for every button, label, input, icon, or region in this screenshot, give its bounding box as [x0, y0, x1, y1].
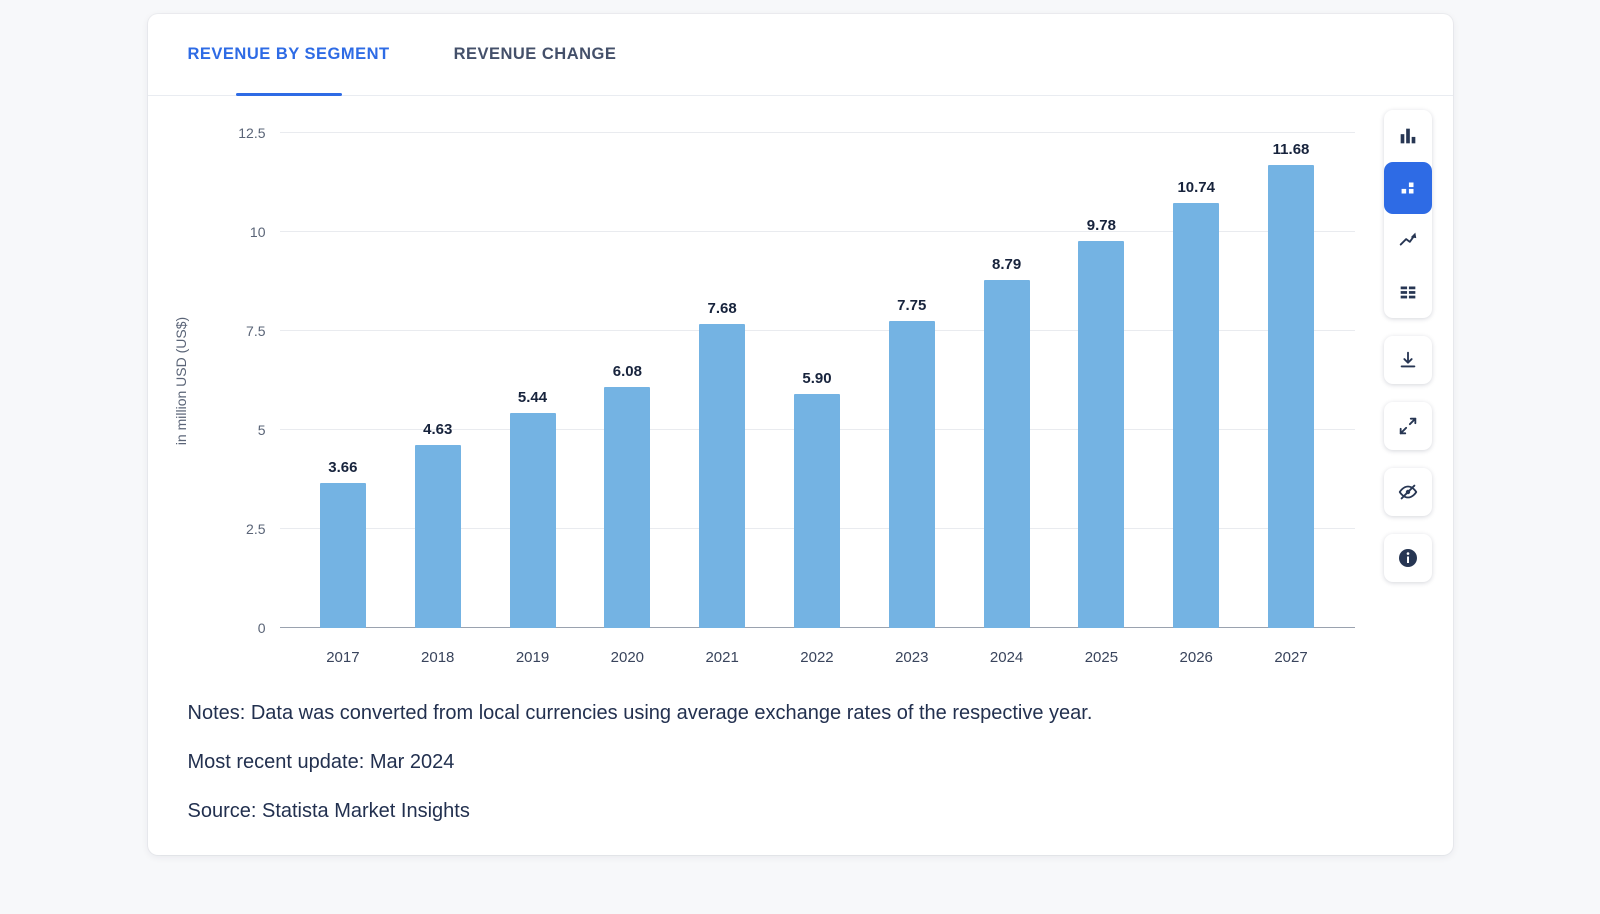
- ytick-label: 5: [257, 422, 266, 438]
- bar[interactable]: [319, 483, 366, 628]
- bar-column: 9.78 2025: [1054, 217, 1149, 666]
- download-icon: [1397, 349, 1419, 371]
- chart-type-group: [1383, 110, 1432, 318]
- ytick-label: 12.5: [238, 125, 266, 141]
- x-tick-label: 2019: [515, 649, 550, 666]
- fullscreen-icon: [1397, 415, 1419, 437]
- chart-card: REVENUE BY SEGMENT REVENUE CHANGE in mil…: [147, 14, 1453, 855]
- ytick-label: 10: [249, 224, 266, 240]
- bar-column: 5.44 2019: [485, 389, 580, 666]
- table-view-button[interactable]: [1384, 266, 1432, 318]
- bar[interactable]: [793, 394, 840, 628]
- tab-revenue-change[interactable]: REVENUE CHANGE: [454, 14, 617, 95]
- gridline: [279, 132, 1355, 133]
- fullscreen-button[interactable]: [1383, 402, 1432, 450]
- info-icon: [1396, 546, 1420, 570]
- download-button[interactable]: [1383, 336, 1432, 384]
- segmented-chart-button[interactable]: [1383, 162, 1432, 214]
- table-view-icon: [1397, 281, 1419, 303]
- bar-column: 8.79 2024: [959, 256, 1054, 666]
- x-tick-label: 2018: [421, 649, 455, 666]
- bar-value-label: 5.44: [517, 389, 548, 406]
- ytick-label: 0: [257, 620, 266, 636]
- bar[interactable]: [604, 387, 651, 628]
- bar-column: 11.68 2027: [1244, 141, 1339, 666]
- hide-labels-button[interactable]: [1383, 468, 1432, 516]
- column-chart-button[interactable]: [1384, 110, 1432, 162]
- bar-value-label: 4.63: [423, 421, 453, 438]
- bar-value-label: 6.08: [612, 363, 642, 380]
- bar-value-label: 9.78: [1086, 217, 1116, 234]
- tab-label: REVENUE CHANGE: [453, 45, 617, 63]
- chart-plot: in million USD (US$) 0 2.5 5 7.5 10 12.5 3.66…: [174, 125, 1355, 666]
- x-tick-label: 2022: [800, 649, 834, 666]
- gridline: [279, 231, 1355, 232]
- column-chart-icon: [1397, 125, 1419, 147]
- bar[interactable]: [1268, 165, 1315, 628]
- line-chart-button[interactable]: [1384, 214, 1432, 266]
- x-tick-label: 2027: [1274, 649, 1308, 666]
- bars: 3.66 2017 4.63 2018 5.44 2019 6.08 2020 7.68 2021…: [280, 133, 1355, 666]
- x-tick-label: 2021: [705, 649, 739, 666]
- tab-label: REVENUE BY SEGMENT: [187, 45, 390, 63]
- bar-value-label: 10.74: [1177, 179, 1215, 196]
- bar-value-label: 11.68: [1272, 141, 1310, 158]
- bar-value-label: 3.66: [328, 459, 358, 476]
- notes-text: Notes: Data was converted from local cur…: [187, 702, 1093, 724]
- bar[interactable]: [1078, 241, 1125, 628]
- x-tick-label: 2017: [326, 649, 360, 666]
- segmented-chart-icon: [1397, 177, 1419, 199]
- bar-column: 4.63 2018: [390, 421, 485, 666]
- chart-toolbar: [1383, 110, 1432, 600]
- hide-labels-icon: [1397, 481, 1419, 503]
- bar-column: 5.90 2022: [770, 370, 865, 666]
- bar-column: 6.08 2020: [580, 363, 675, 666]
- chart-footer: Notes: Data was converted from local cur…: [188, 702, 1453, 823]
- update-text: Most recent update: Mar 2024: [187, 751, 455, 773]
- ytick-label: 7.5: [246, 323, 266, 339]
- bar[interactable]: [888, 321, 935, 628]
- bar-value-label: 7.75: [897, 297, 927, 314]
- bar[interactable]: [699, 324, 746, 628]
- bar[interactable]: [509, 413, 556, 628]
- bar-column: 7.75 2023: [864, 297, 959, 666]
- bar-column: 7.68 2021: [675, 300, 770, 666]
- bar[interactable]: [983, 280, 1030, 628]
- ytick-label: 2.5: [246, 521, 266, 537]
- line-chart-icon: [1397, 229, 1419, 251]
- y-axis-title: in million USD (US$): [173, 316, 190, 445]
- bar-value-label: 8.79: [991, 256, 1022, 273]
- bar-value-label: 5.90: [802, 370, 832, 387]
- bar[interactable]: [1173, 203, 1220, 628]
- bar-column: 3.66 2017: [296, 459, 391, 666]
- bar-column: 10.74 2026: [1149, 179, 1244, 666]
- tab-bar: REVENUE BY SEGMENT REVENUE CHANGE: [147, 14, 1453, 96]
- info-button[interactable]: [1383, 534, 1432, 582]
- x-tick-label: 2024: [989, 649, 1024, 666]
- gridline: [279, 330, 1355, 331]
- bar-value-label: 7.68: [707, 300, 737, 317]
- x-tick-label: 2026: [1179, 649, 1213, 666]
- x-tick-label: 2025: [1084, 649, 1119, 666]
- x-tick-label: 2020: [610, 649, 645, 666]
- x-tick-label: 2023: [895, 649, 929, 666]
- bar[interactable]: [414, 445, 461, 628]
- source-text: Source: Statista Market Insights: [187, 800, 470, 822]
- tab-revenue-by-segment[interactable]: REVENUE BY SEGMENT: [188, 14, 390, 95]
